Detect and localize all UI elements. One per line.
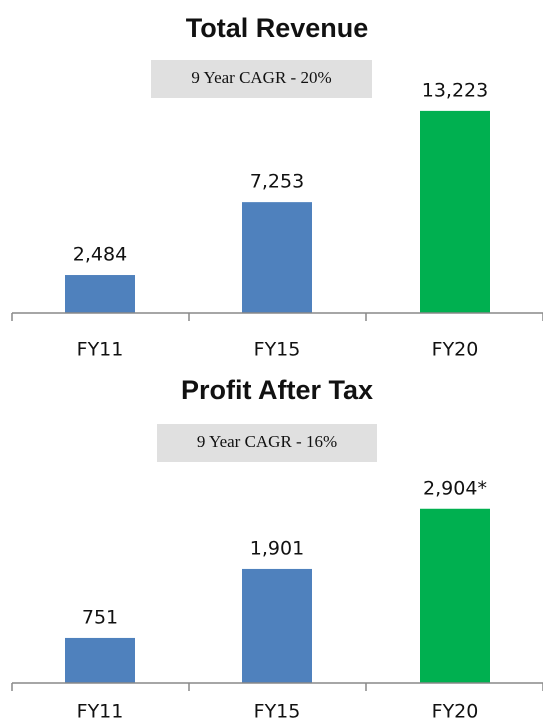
- x-tick-label: FY15: [254, 339, 301, 361]
- annotation: 9 Year CAGR - 16%: [197, 432, 337, 451]
- x-tick-label: FY20: [432, 701, 479, 723]
- annotation-box: [157, 424, 377, 462]
- annotation: 9 Year CAGR - 20%: [191, 68, 331, 87]
- value-label: 751: [82, 606, 118, 628]
- value-label: 13,223: [422, 79, 488, 101]
- x-tick-label: FY11: [77, 701, 124, 723]
- chart-title: Profit After Tax: [181, 375, 373, 405]
- bar: [242, 202, 312, 313]
- bar: [420, 508, 490, 683]
- x-tick-label: FY15: [254, 701, 301, 723]
- annotation-box: [151, 60, 372, 98]
- value-label: 2,484: [73, 244, 127, 266]
- x-tick-label: FY11: [77, 339, 124, 361]
- bar: [65, 275, 135, 313]
- chart-title: Total Revenue: [186, 13, 369, 43]
- value-label: 7,253: [250, 171, 304, 193]
- value-label: 2,904*: [423, 477, 487, 499]
- bar: [420, 110, 490, 313]
- x-tick-label: FY20: [432, 339, 479, 361]
- bar: [65, 637, 135, 683]
- bar: [242, 568, 312, 683]
- value-label: 1,901: [250, 537, 304, 559]
